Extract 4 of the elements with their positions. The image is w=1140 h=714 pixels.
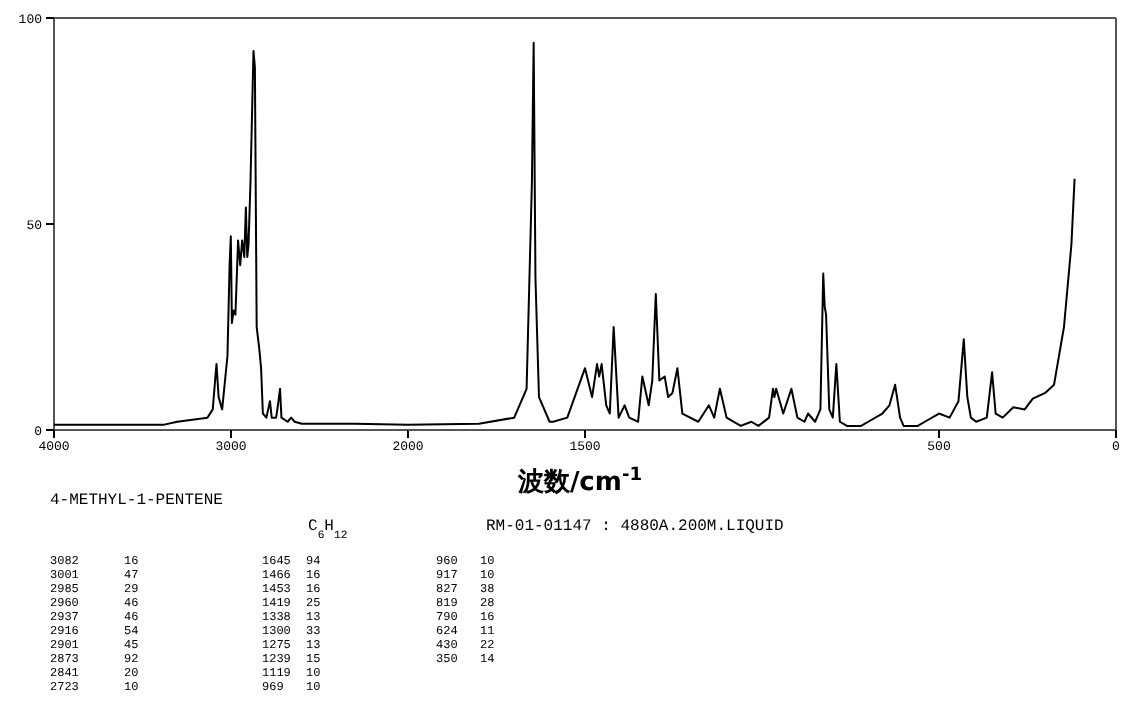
text: C$_{6}$H$_{12}$ <box>308 518 348 541</box>
text: 4-METHYL-1-PENTENE <box>50 492 224 510</box>
text: RM-01-01147 : 4880A.200M.LIQUID <box>486 518 785 536</box>
x-axis-title: 波数/cm$^{-1}$ <box>515 466 643 498</box>
